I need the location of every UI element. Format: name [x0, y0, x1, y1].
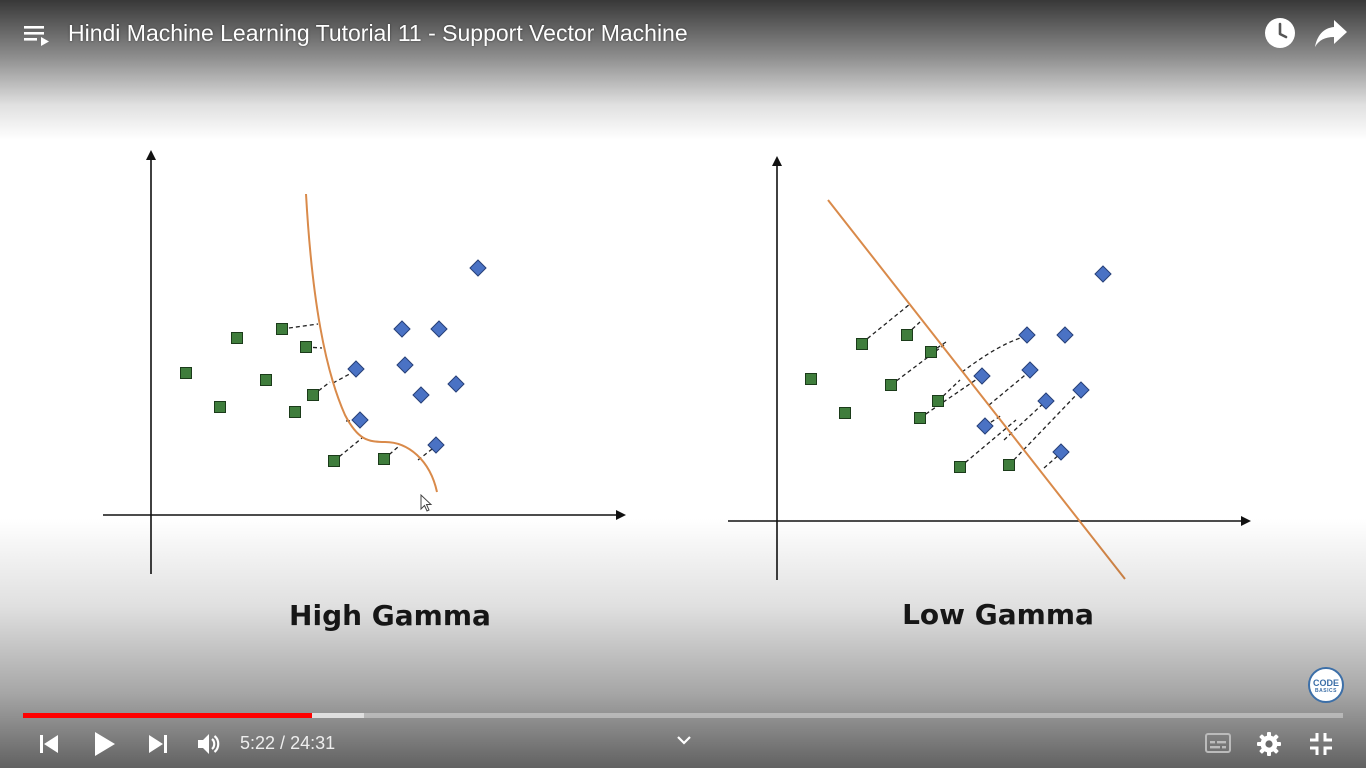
- high-gamma-label: High Gamma: [289, 599, 491, 632]
- share-icon[interactable]: [1314, 18, 1348, 48]
- high-gamma-decision-boundary: [305, 193, 438, 493]
- volume-icon[interactable]: [196, 732, 220, 756]
- watermark-line1: CODE: [1312, 678, 1339, 688]
- low-gamma-decision-boundary: [827, 199, 1126, 580]
- play-icon[interactable]: [93, 731, 117, 757]
- left-square-points: [180, 323, 390, 467]
- duration: 24:31: [290, 733, 336, 753]
- mouse-cursor-icon: [420, 493, 433, 512]
- clock-icon[interactable]: [1264, 17, 1296, 49]
- right-square-points: [805, 329, 1015, 473]
- channel-watermark[interactable]: CODE BASICS: [1308, 667, 1344, 703]
- progress-played: [23, 713, 312, 718]
- time-separator: /: [275, 733, 291, 753]
- low-gamma-label: Low Gamma: [902, 598, 1094, 631]
- playlist-icon[interactable]: [24, 22, 52, 48]
- previous-icon[interactable]: [38, 733, 60, 755]
- right-diamond-points: [973, 265, 1112, 461]
- next-icon[interactable]: [147, 733, 169, 755]
- exit-fullscreen-icon[interactable]: [1309, 732, 1333, 756]
- low-gamma-panel: Low Gamma: [728, 156, 1251, 631]
- subtitles-icon[interactable]: [1205, 732, 1231, 754]
- video-title[interactable]: Hindi Machine Learning Tutorial 11 - Sup…: [68, 20, 688, 46]
- gear-icon[interactable]: [1256, 731, 1282, 757]
- chevron-down-icon[interactable]: [676, 734, 692, 746]
- time-display: 5:22 / 24:31: [240, 732, 335, 754]
- current-time: 5:22: [240, 733, 276, 753]
- progress-bar[interactable]: [23, 713, 1343, 718]
- player-top-bar: Hindi Machine Learning Tutorial 11 - Sup…: [0, 0, 1366, 68]
- high-gamma-panel: High Gamma: [103, 150, 626, 632]
- player-controls: 5:22 / 24:31: [0, 722, 1366, 768]
- watermark-line2: BASICS: [1315, 688, 1337, 694]
- left-diamond-points: [347, 259, 487, 454]
